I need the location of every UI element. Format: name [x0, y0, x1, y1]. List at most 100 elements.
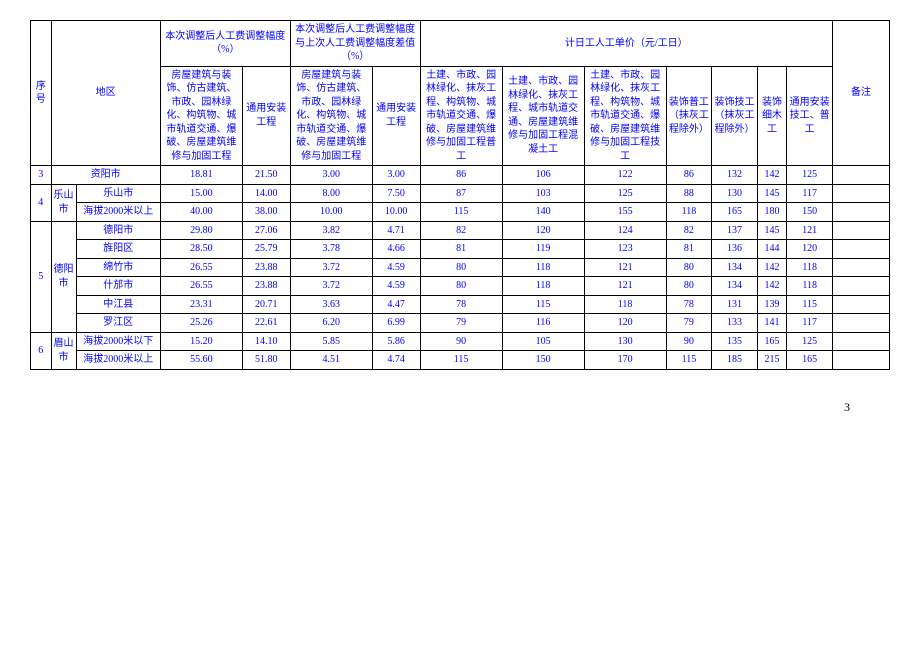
cell-price-2: 118 — [502, 258, 584, 277]
table-row: 海拔2000米以上55.6051.804.514.741151501701151… — [31, 351, 890, 370]
cell-area-sub: 罗江区 — [76, 314, 160, 333]
cell-price-5: 132 — [712, 166, 758, 185]
cell-diff-install: 4.74 — [372, 351, 420, 370]
cell-price-3: 120 — [584, 314, 666, 333]
cell-diff-install: 4.71 — [372, 221, 420, 240]
cell-price-7: 121 — [787, 221, 833, 240]
cell-price-7: 150 — [787, 203, 833, 222]
cell-price-1: 78 — [420, 295, 502, 314]
cell-diff-building: 8.00 — [290, 184, 372, 203]
cell-price-7: 120 — [787, 240, 833, 259]
col-adj-this: 本次调整后人工费调整幅度（%） — [160, 21, 290, 67]
cell-price-4: 115 — [666, 351, 712, 370]
cell-area-sub: 德阳市 — [76, 221, 160, 240]
cell-adj-install: 23.88 — [242, 277, 290, 296]
cell-price-7: 125 — [787, 332, 833, 351]
cell-note — [832, 332, 889, 351]
cell-adj-install: 27.06 — [242, 221, 290, 240]
cell-price-4: 86 — [666, 166, 712, 185]
cell-price-3: 124 — [584, 221, 666, 240]
cell-price-6: 142 — [757, 277, 787, 296]
cell-price-6: 180 — [757, 203, 787, 222]
cell-price-5: 131 — [712, 295, 758, 314]
table-row: 3资阳市18.8121.503.003.00861061228613214212… — [31, 166, 890, 185]
cell-price-1: 87 — [420, 184, 502, 203]
cell-price-2: 116 — [502, 314, 584, 333]
cell-diff-building: 3.72 — [290, 258, 372, 277]
table-row: 罗江区25.2622.616.206.997911612079133141117 — [31, 314, 890, 333]
cell-price-2: 103 — [502, 184, 584, 203]
cell-diff-building: 3.00 — [290, 166, 372, 185]
page-number: 3 — [30, 370, 890, 415]
col-area: 地区 — [51, 21, 160, 166]
cell-price-5: 130 — [712, 184, 758, 203]
cell-diff-building: 3.78 — [290, 240, 372, 259]
col-building-b: 房屋建筑与装饰、仿古建筑、市政、园林绿化、构筑物、城市轨道交通、爆破、房屋建筑维… — [290, 66, 372, 166]
table-row: 5德阳市德阳市29.8027.063.824.71821201248213714… — [31, 221, 890, 240]
table-row: 海拔2000米以上40.0038.0010.0010.0011514015511… — [31, 203, 890, 222]
cell-area-sub: 乐山市 — [76, 184, 160, 203]
cell-price-4: 82 — [666, 221, 712, 240]
cell-diff-install: 7.50 — [372, 184, 420, 203]
cell-price-6: 142 — [757, 258, 787, 277]
cell-diff-install: 3.00 — [372, 166, 420, 185]
cell-price-6: 139 — [757, 295, 787, 314]
cell-price-6: 144 — [757, 240, 787, 259]
cell-seq: 6 — [31, 332, 52, 369]
cell-note — [832, 351, 889, 370]
cell-price-1: 80 — [420, 277, 502, 296]
col-p4: 装饰普工（抹灰工程除外） — [666, 66, 712, 166]
cell-price-6: 165 — [757, 332, 787, 351]
cell-diff-building: 5.85 — [290, 332, 372, 351]
cell-area-group: 眉山市 — [51, 332, 76, 369]
cell-price-5: 133 — [712, 314, 758, 333]
col-p5: 装饰技工（抹灰工程除外） — [712, 66, 758, 166]
cell-diff-install: 6.99 — [372, 314, 420, 333]
cell-price-4: 80 — [666, 258, 712, 277]
col-building-a: 房屋建筑与装饰、仿古建筑、市政、园林绿化、构筑物、城市轨道交通、爆破、房屋建筑维… — [160, 66, 242, 166]
cell-diff-building: 6.20 — [290, 314, 372, 333]
cell-note — [832, 184, 889, 203]
table-body: 3资阳市18.8121.503.003.00861061228613214212… — [31, 166, 890, 370]
cell-price-3: 121 — [584, 258, 666, 277]
cell-diff-install: 10.00 — [372, 203, 420, 222]
cell-price-3: 170 — [584, 351, 666, 370]
cell-diff-install: 4.59 — [372, 277, 420, 296]
cell-adj-install: 38.00 — [242, 203, 290, 222]
cell-price-6: 145 — [757, 184, 787, 203]
cell-price-6: 141 — [757, 314, 787, 333]
cell-adj-install: 51.80 — [242, 351, 290, 370]
cell-adj-install: 14.00 — [242, 184, 290, 203]
col-p3: 土建、市政、园林绿化、抹灰工程、构筑物、城市轨道交通、爆破、房屋建筑维修与加固工… — [584, 66, 666, 166]
col-p7: 通用安装技工、普工 — [787, 66, 833, 166]
cell-price-2: 115 — [502, 295, 584, 314]
cell-area-sub: 旌阳区 — [76, 240, 160, 259]
cell-price-7: 125 — [787, 166, 833, 185]
cell-price-3: 121 — [584, 277, 666, 296]
cell-price-4: 81 — [666, 240, 712, 259]
cell-price-1: 115 — [420, 203, 502, 222]
cell-area-group: 德阳市 — [51, 221, 76, 332]
cell-note — [832, 203, 889, 222]
cell-price-1: 90 — [420, 332, 502, 351]
cell-price-3: 118 — [584, 295, 666, 314]
col-seq: 序号 — [31, 21, 52, 166]
cell-seq: 5 — [31, 221, 52, 332]
cell-adj-install: 25.79 — [242, 240, 290, 259]
cell-diff-building: 3.82 — [290, 221, 372, 240]
col-p6: 装饰细木工 — [757, 66, 787, 166]
cell-note — [832, 295, 889, 314]
cell-adj-install: 22.61 — [242, 314, 290, 333]
cell-price-1: 80 — [420, 258, 502, 277]
cell-area-sub: 绵竹市 — [76, 258, 160, 277]
cell-adj-building: 26.55 — [160, 258, 242, 277]
cell-adj-building: 25.26 — [160, 314, 242, 333]
cell-note — [832, 277, 889, 296]
col-p2: 土建、市政、园林绿化、抹灰工程、城市轨道交通、房屋建筑维修与加固工程混凝土工 — [502, 66, 584, 166]
cell-adj-building: 26.55 — [160, 277, 242, 296]
cell-area-sub: 中江县 — [76, 295, 160, 314]
cell-price-2: 120 — [502, 221, 584, 240]
cell-price-7: 118 — [787, 258, 833, 277]
cell-area-sub: 海拔2000米以下 — [76, 332, 160, 351]
cell-area-sub: 什邡市 — [76, 277, 160, 296]
